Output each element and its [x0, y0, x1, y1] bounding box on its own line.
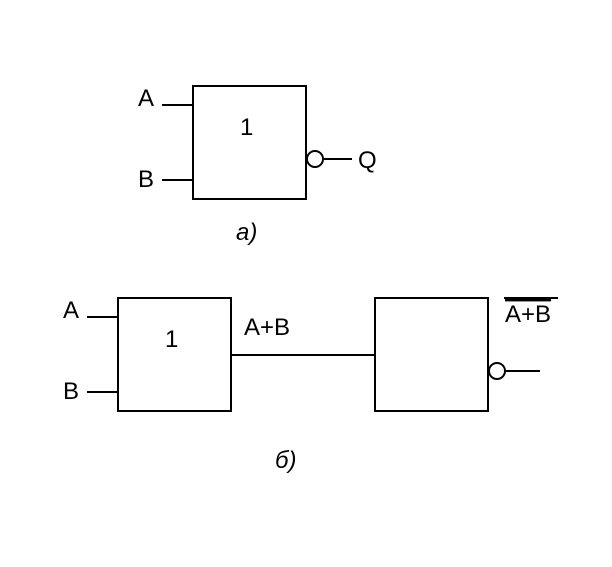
top-input-b-label: B: [138, 166, 154, 193]
bottom-intermediate-label: A+B: [244, 314, 290, 341]
logic-gates-diagram: 1 A B Q а) 1 A B A+B A+B б): [0, 0, 612, 567]
top-output-label: Q: [358, 147, 377, 174]
top-inversion-bubble: [307, 151, 323, 167]
top-gate-box: [193, 86, 306, 199]
top-input-a-label: A: [138, 85, 154, 112]
bottom-output-label: A+B: [505, 301, 551, 328]
bottom-inversion-bubble: [489, 363, 505, 379]
bottom-input-b-label: B: [63, 378, 79, 405]
bottom-input-a-label: A: [63, 297, 79, 324]
top-caption: а): [236, 219, 257, 246]
bottom-gate2-box: [375, 298, 488, 411]
top-gate-symbol: 1: [240, 114, 253, 141]
bottom-caption: б): [275, 447, 297, 474]
bottom-gate1-symbol: 1: [165, 326, 178, 353]
bottom-gate1-box: [118, 298, 231, 411]
